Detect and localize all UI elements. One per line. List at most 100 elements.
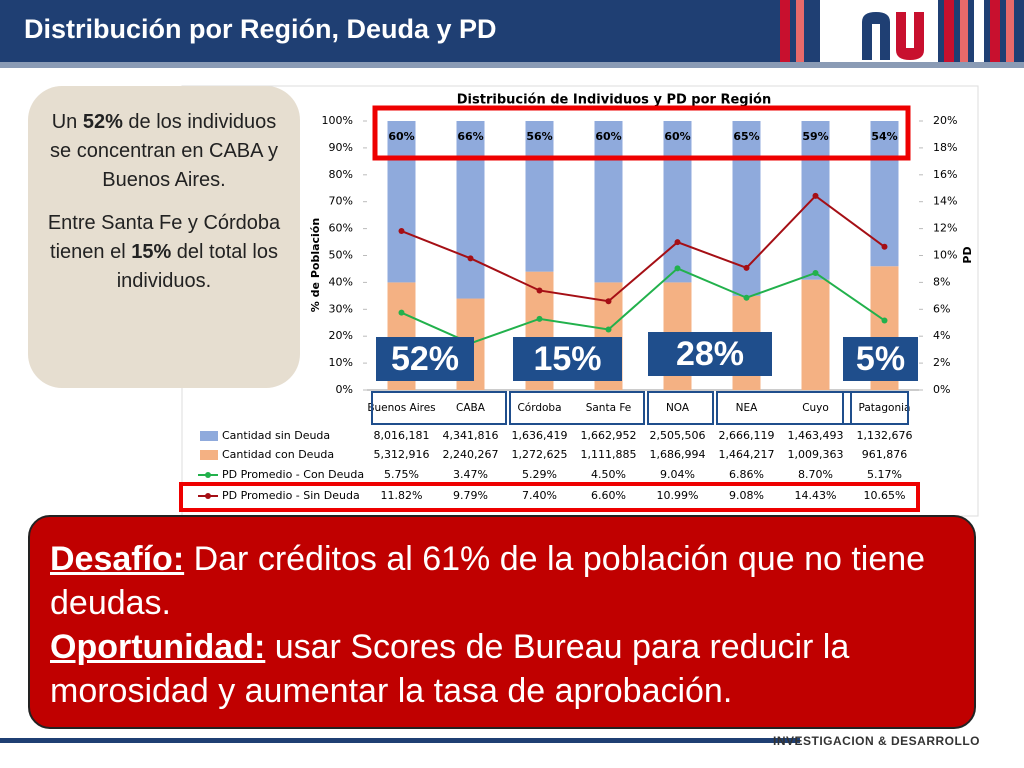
legend-label: PD Promedio - Con Deuda: [222, 468, 364, 481]
table-cell: 1,132,676: [857, 429, 913, 442]
y-tick-label: 50%: [329, 249, 353, 262]
y-tick-label: 30%: [329, 302, 353, 315]
table-cell: 1,463,493: [788, 429, 844, 442]
x-tick-label: NOA: [666, 402, 690, 414]
y-tick-label: 20%: [329, 329, 353, 342]
table-cell: 6.86%: [729, 468, 764, 481]
bar-segment: [870, 121, 899, 267]
table-cell: 1,686,994: [650, 448, 706, 461]
table-cell: 2,666,119: [719, 429, 775, 442]
highlight-frame: [372, 105, 911, 161]
point: [743, 294, 750, 301]
category-frame: [647, 391, 714, 425]
table-cell: 4,341,816: [443, 429, 499, 442]
callout-text: Un 52% de los individuos se concentran e…: [50, 111, 278, 191]
table-cell: 8,016,181: [374, 429, 430, 442]
bar-segment: [801, 121, 830, 280]
table-cell: 9.08%: [729, 489, 764, 502]
point: [812, 192, 819, 199]
y2-tick-label: 4%: [933, 329, 950, 342]
legend-swatch: [205, 472, 211, 478]
message-line: Desafío: Dar créditos al 61% de la pobla…: [50, 540, 926, 622]
footer-rule: [0, 738, 800, 743]
message-box: Desafío: Dar créditos al 61% de la pobla…: [28, 515, 976, 729]
y2-tick-label: 8%: [933, 275, 950, 288]
legend-swatch: [200, 431, 218, 441]
y-tick-label: 80%: [329, 168, 353, 181]
point: [467, 255, 474, 262]
x-tick-label: Buenos Aires: [367, 402, 435, 414]
table-cell: 3.47%: [453, 468, 488, 481]
data-label: 60%: [595, 130, 621, 143]
table-cell: 5.17%: [867, 468, 902, 481]
bar-segment: [594, 121, 623, 283]
footer: INVESTIGACION & DESARROLLO: [772, 734, 980, 748]
y2-tick-label: 2%: [933, 356, 950, 369]
y2-axis-title: PD: [961, 246, 974, 263]
category-frame: [842, 391, 909, 425]
header-rule: [0, 62, 1024, 68]
bar-segment: [525, 121, 554, 272]
data-label: 60%: [388, 130, 414, 143]
legend-swatch: [205, 493, 211, 499]
line: [401, 194, 886, 303]
callout: Un 52% de los individuos se concentran e…: [28, 86, 300, 388]
table-cell: 11.82%: [381, 489, 423, 502]
table-cell: 1,009,363: [788, 448, 844, 461]
x-tick-label: Cuyo: [802, 402, 829, 414]
table-cell: 1,272,625: [512, 448, 568, 461]
table-cell: 10.99%: [657, 489, 699, 502]
point: [812, 269, 819, 276]
x-tick-label: CABA: [456, 402, 486, 414]
y-tick-label: 70%: [329, 195, 353, 208]
y2-tick-label: 20%: [933, 114, 957, 127]
table-cell: 10.65%: [864, 489, 906, 502]
category-frame: [509, 391, 645, 425]
point: [398, 228, 405, 235]
table-cell: 5,312,916: [374, 448, 430, 461]
x-tick-label: NEA: [736, 402, 758, 414]
category-frame: [716, 391, 852, 425]
legend-swatch: [200, 450, 218, 460]
y-tick-label: 60%: [329, 222, 353, 235]
table-cell: 2,240,267: [443, 448, 499, 461]
table-cell: 4.50%: [591, 468, 626, 481]
message-line: Oportunidad: usar Scores de Bureau para …: [50, 628, 850, 710]
table-cell: 8.70%: [798, 468, 833, 481]
header-stripes: [780, 0, 1014, 62]
data-label: 66%: [457, 130, 483, 143]
table-cell: 1,464,217: [719, 448, 775, 461]
data-label: 59%: [802, 130, 828, 143]
table-cell: 7.40%: [522, 489, 557, 502]
point: [605, 326, 612, 333]
table-cell: 6.60%: [591, 489, 626, 502]
category-frame: [371, 391, 507, 425]
table-cell: 1,662,952: [581, 429, 637, 442]
y2-tick-label: 6%: [933, 302, 950, 315]
legend-label: Cantidad sin Deuda: [222, 429, 330, 442]
y-tick-label: 10%: [329, 356, 353, 369]
y-axis-title: % de Población: [309, 218, 322, 312]
table-cell: 1,111,885: [581, 448, 637, 461]
bar-segment: [387, 121, 416, 283]
bar-segment: [801, 279, 830, 390]
table-cell: 14.43%: [795, 489, 837, 502]
highlight-badge: 52%: [376, 337, 474, 381]
table-cell: 5.29%: [522, 468, 557, 481]
bar-segment: [456, 121, 485, 299]
y2-tick-label: 0%: [933, 383, 950, 396]
point: [398, 309, 405, 316]
highlight-frame: [179, 482, 920, 512]
y2-tick-label: 16%: [933, 168, 957, 181]
point: [674, 239, 681, 246]
callout-text: Entre Santa Fe y Córdoba tienen el 15% d…: [47, 212, 281, 292]
chart-title: Distribución de Individuos y PD por Regi…: [457, 93, 771, 108]
point: [536, 315, 543, 322]
y-tick-label: 90%: [329, 141, 353, 154]
y2-tick-label: 10%: [933, 249, 957, 262]
x-tick-label: Patagonia: [859, 402, 911, 414]
slide-title: Distribución por Región, Deuda y PD: [24, 14, 497, 44]
data-label: 60%: [664, 130, 690, 143]
